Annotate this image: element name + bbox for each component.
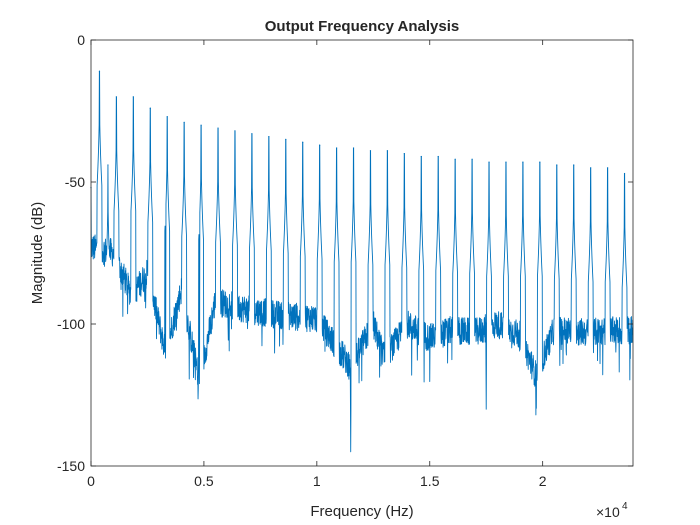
- spectrum-peak-point: [98, 70, 101, 72]
- spectrum-series-line: [91, 70, 633, 453]
- spectrum-peak-point: [623, 172, 626, 175]
- spectrum-peak-point: [132, 96, 134, 98]
- y-axis-label: Magnitude (dB): [29, 202, 46, 305]
- spectrum-peak-point: [573, 164, 575, 166]
- x-axis-label: Frequency (Hz): [310, 503, 413, 520]
- spectrum-peak-point: [522, 161, 524, 163]
- x-axis-exponent: ×10 4: [596, 501, 628, 520]
- x-axis-exponent-power: 4: [622, 501, 628, 512]
- x-tick-label: 1: [313, 473, 321, 489]
- spectrum-peak-point: [183, 121, 185, 123]
- spectrum-peak-point: [251, 133, 253, 135]
- spectrum-peak-point: [107, 164, 109, 166]
- spectrum-peak-point: [149, 107, 151, 109]
- spectrum-peak-point: [505, 161, 507, 163]
- spectrum-peak-point: [556, 164, 558, 166]
- spectrum-peak-point: [302, 141, 304, 143]
- spectrum-peak-point: [454, 158, 456, 160]
- x-tick-label: 2: [539, 473, 547, 489]
- spectrum-peak-point: [285, 138, 287, 140]
- x-tick-label: 1.5: [420, 473, 440, 489]
- spectrum-peak-point: [234, 130, 236, 132]
- x-tick-label: 0: [87, 473, 95, 489]
- spectrum-peak-point: [369, 150, 372, 152]
- spectrum-peak-point: [471, 158, 473, 160]
- spectrum-peak-point: [319, 144, 321, 146]
- spectrum-peak-point: [166, 116, 168, 118]
- x-axis-ticks: 0 0.5 1 1.5 2: [87, 40, 547, 489]
- spectrum-peak-point: [539, 161, 541, 163]
- spectrum-peak-point: [352, 147, 355, 149]
- axes-box: [90, 39, 634, 467]
- spectrum-peak-point: [488, 161, 490, 163]
- spectrum-peak-point: [217, 127, 219, 129]
- spectrum-peak-point: [606, 167, 609, 169]
- plot-area: [90, 70, 633, 453]
- y-axis-ticks: 0 -50 -100 -150: [57, 32, 633, 474]
- spectrum-peak-point: [268, 135, 270, 138]
- spectrum-peak-point: [590, 167, 592, 169]
- spectrum-peak-point: [115, 96, 118, 98]
- spectrum-peak-point: [437, 155, 439, 158]
- spectrum-peak-point: [403, 153, 405, 155]
- spectrum-peak-point: [200, 124, 202, 126]
- spectrum-peak-point: [420, 155, 422, 158]
- y-tick-label: -100: [57, 316, 85, 332]
- y-tick-label: -150: [57, 458, 85, 474]
- y-tick-label: 0: [77, 32, 85, 48]
- y-tick-label: -50: [65, 174, 85, 190]
- spectrum-peak-point: [335, 147, 338, 149]
- spectrum-peak-point: [386, 150, 389, 152]
- x-axis-exponent-base: ×10: [596, 504, 620, 520]
- x-tick-label: 0.5: [194, 473, 214, 489]
- chart-title: Output Frequency Analysis: [265, 18, 459, 35]
